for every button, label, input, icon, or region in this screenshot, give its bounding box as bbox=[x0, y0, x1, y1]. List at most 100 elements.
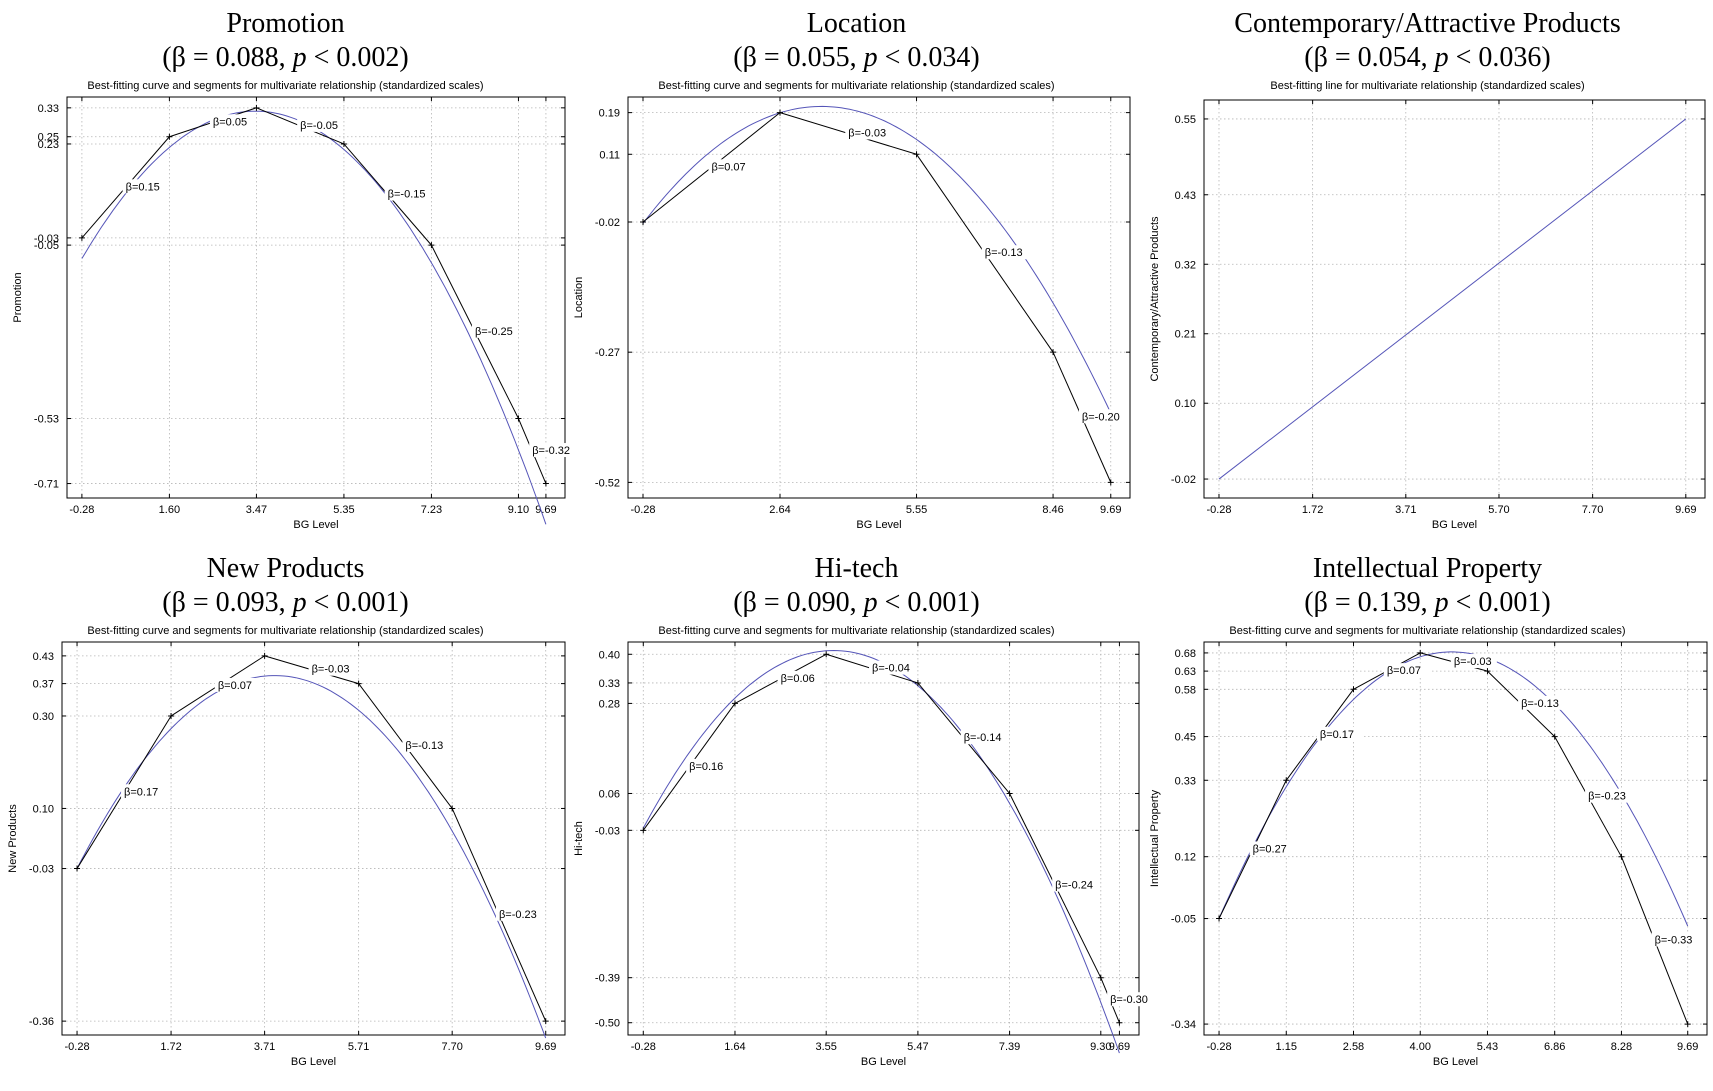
x-tick-label: 5.43 bbox=[1477, 1041, 1498, 1053]
plot-location: -0.28 2.64 5.55 8.46 9.69 0.19 0.11 -0.02 -0.27 -… bbox=[573, 96, 1131, 531]
chart-subtitle: Best-fitting curve and segments for mult… bbox=[1229, 625, 1626, 637]
chart-stats: (β = 0.139, p < 0.001) bbox=[1304, 587, 1551, 618]
y-tick-label: 0.55 bbox=[1175, 114, 1196, 126]
x-tick-label: 5.55 bbox=[906, 504, 927, 516]
segment-point-marker bbox=[1618, 853, 1625, 860]
segment-label-bg bbox=[1249, 841, 1296, 856]
y-tick-label: -0.05 bbox=[1171, 914, 1196, 926]
stat-beta: β = 0.055, bbox=[742, 42, 864, 73]
x-tick-label: -0.28 bbox=[630, 504, 655, 516]
segment-beta-label: β=-0.15 bbox=[388, 189, 426, 201]
stat-beta: β = 0.054, bbox=[1313, 42, 1435, 73]
segment-point-marker bbox=[1684, 1021, 1691, 1028]
segment-beta-label: β=0.15 bbox=[126, 181, 160, 193]
y-tick-label: 0.28 bbox=[599, 698, 620, 710]
x-tick-label: -0.28 bbox=[1206, 504, 1231, 516]
chart-stats: (β = 0.055, p < 0.034) bbox=[733, 42, 980, 73]
y-tick-label: 0.37 bbox=[33, 679, 54, 691]
x-tick-label: -0.28 bbox=[69, 504, 94, 516]
segment-beta-label: β=0.16 bbox=[689, 761, 723, 773]
segment-point-marker bbox=[1417, 649, 1424, 656]
segment-label-bg bbox=[1052, 877, 1099, 892]
y-tick-label: 0.58 bbox=[1175, 684, 1196, 696]
x-tick-label: -0.28 bbox=[65, 1041, 90, 1053]
x-axis-label: BG Level bbox=[861, 1056, 906, 1068]
segment-beta-label: β=0.27 bbox=[1253, 843, 1287, 855]
x-tick-label: 7.70 bbox=[441, 1041, 462, 1053]
x-tick-label: 9.69 bbox=[535, 1041, 556, 1053]
y-tick-label: -0.02 bbox=[595, 217, 620, 229]
plot-new-products: -0.28 1.72 3.71 5.71 7.70 9.69 0.43 0.37 0.30 0.1… bbox=[7, 641, 566, 1068]
y-tick-label: 0.25 bbox=[38, 132, 59, 144]
y-tick-label: 0.43 bbox=[33, 651, 54, 663]
segment-beta-label: β=0.17 bbox=[1320, 729, 1354, 741]
stat-rest: < 0.002) bbox=[306, 42, 409, 73]
panel-contemporary-attractive-products: Contemporary/Attractive Products (β = 0.… bbox=[1142, 0, 1713, 545]
y-tick-label: -0.34 bbox=[1171, 1019, 1196, 1031]
x-tick-label: 3.47 bbox=[246, 504, 267, 516]
x-tick-label: 9.69 bbox=[1675, 504, 1696, 516]
y-tick-label: 0.10 bbox=[33, 803, 54, 815]
panel-new-products: New Products (β = 0.093, p < 0.001) Best… bbox=[0, 545, 571, 1090]
segment-label-bg bbox=[1585, 788, 1632, 803]
fitted-line bbox=[1218, 118, 1687, 480]
segment-beta-label: β=-0.05 bbox=[300, 120, 338, 132]
segment-beta-label: β=0.07 bbox=[1387, 665, 1421, 677]
stat-beta: β = 0.088, bbox=[171, 42, 293, 73]
segment-point-marker bbox=[1097, 974, 1104, 981]
y-tick-label: -0.05 bbox=[34, 240, 59, 252]
stat-p: p bbox=[863, 587, 878, 618]
x-tick-label: 9.10 bbox=[508, 504, 529, 516]
plot-hi-tech: -0.28 1.64 3.55 5.47 7.39 9.309.69 0.40 0.33 0.2… bbox=[573, 641, 1154, 1068]
segment-label-bg bbox=[845, 125, 892, 140]
x-tick-label: 7.39 bbox=[999, 1041, 1020, 1053]
stat-beta: β = 0.093, bbox=[171, 587, 293, 618]
y-tick-label: 0.63 bbox=[1175, 666, 1196, 678]
segment-beta-label: β=-0.03 bbox=[1454, 656, 1492, 668]
segment-beta-label: β=0.07 bbox=[218, 680, 252, 692]
x-axis-label: BG Level bbox=[1433, 1056, 1478, 1068]
x-tick-label: 2.64 bbox=[769, 504, 790, 516]
stat-p: p bbox=[1434, 42, 1449, 73]
segment-beta-label: β=-0.13 bbox=[405, 740, 443, 752]
y-tick-label: 0.68 bbox=[1175, 648, 1196, 660]
segment-beta-label: β=0.05 bbox=[213, 116, 247, 128]
segment-label-bg bbox=[297, 117, 344, 132]
segment-point-marker bbox=[542, 1018, 549, 1025]
segment-beta-label: β=-0.33 bbox=[1655, 934, 1693, 946]
x-tick-label: 1.72 bbox=[1302, 504, 1323, 516]
y-tick-label: 0.12 bbox=[1175, 852, 1196, 864]
x-tick-label: -0.28 bbox=[631, 1041, 656, 1053]
y-axis-label: Hi-tech bbox=[573, 821, 585, 856]
segment-beta-label: β=-0.23 bbox=[1588, 791, 1626, 803]
segment-beta-label: β=-0.23 bbox=[499, 909, 537, 921]
segment-point-marker bbox=[1107, 479, 1114, 486]
x-tick-label: 1.72 bbox=[160, 1041, 181, 1053]
y-tick-label: -0.52 bbox=[595, 477, 620, 489]
chart-stats: (β = 0.090, p < 0.001) bbox=[733, 587, 980, 618]
segment-label-bg bbox=[308, 661, 355, 676]
plot-frame bbox=[627, 96, 1131, 499]
segment-point-marker bbox=[449, 805, 456, 812]
y-axis-label: New Products bbox=[7, 804, 19, 873]
segment-label-bg bbox=[214, 677, 261, 692]
segment-point-marker bbox=[640, 218, 647, 225]
segment-label-bg bbox=[209, 114, 256, 129]
segment-beta-label: β=-0.04 bbox=[872, 663, 910, 675]
y-axis-label: Intellectual Property bbox=[1149, 789, 1161, 887]
segment-label-bg bbox=[960, 730, 1007, 745]
segment-point-marker bbox=[1551, 733, 1558, 740]
y-tick-label: -0.03 bbox=[34, 233, 59, 245]
plot-frame bbox=[1203, 99, 1706, 499]
segment-label-bg bbox=[495, 906, 542, 921]
stat-rest: < 0.001) bbox=[877, 587, 980, 618]
chart-subtitle: Best-fitting curve and segments for mult… bbox=[87, 80, 484, 92]
x-tick-label: 2.58 bbox=[1343, 1041, 1364, 1053]
segment-beta-label: β=0.06 bbox=[781, 673, 815, 685]
stat-p: p bbox=[863, 42, 878, 73]
segment-point-marker bbox=[542, 480, 549, 487]
y-tick-label: -0.71 bbox=[34, 479, 59, 491]
y-tick-label: 0.21 bbox=[1175, 329, 1196, 341]
segment-beta-label: β=-0.25 bbox=[475, 326, 513, 338]
chart-stats: (β = 0.088, p < 0.002) bbox=[162, 42, 409, 73]
